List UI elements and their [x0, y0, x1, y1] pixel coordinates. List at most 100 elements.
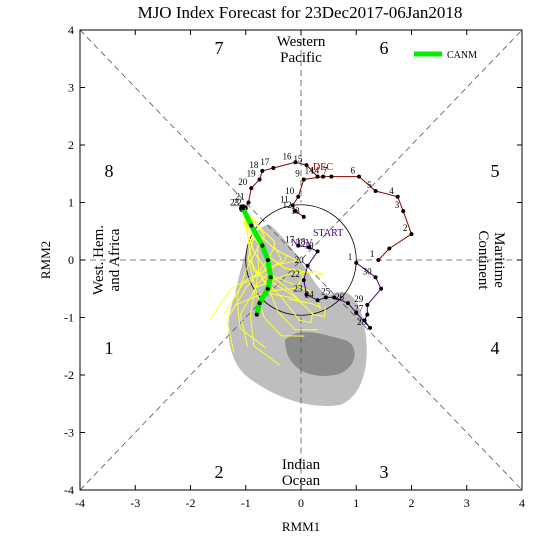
observed-nov-day-label: 20	[295, 255, 305, 265]
ensemble-mean-point	[260, 243, 265, 248]
observed-nov-day-label: 18	[296, 236, 306, 246]
observed-nov-point	[323, 295, 328, 300]
observed-nov-point	[354, 260, 359, 265]
observed-dec-day-label: 4	[389, 186, 394, 196]
observed-dec-upper-point	[260, 168, 265, 173]
observed-dec-point	[301, 177, 306, 182]
observed-nov-day-label: 17	[285, 235, 295, 245]
observed-nov-day-label: 29	[354, 294, 364, 304]
observed-dec-point	[395, 194, 400, 199]
observed-dec-point	[376, 258, 381, 262]
observed-dec-upper-line	[243, 161, 318, 209]
observed-nov-point	[379, 286, 384, 291]
observed-dec-point	[301, 214, 306, 219]
ensemble-member-line	[242, 208, 302, 303]
observed-nov-day-label: 25	[321, 286, 331, 296]
observed-dec-point	[329, 174, 334, 179]
y-tick-label: 3	[68, 81, 74, 95]
observed-dec-point	[409, 232, 414, 237]
observed-nov-point	[354, 310, 359, 315]
phase-1-label: 1	[105, 338, 114, 358]
observed-nov-day-label: 23	[294, 284, 304, 294]
month-annotations: DEC NOV START	[291, 162, 343, 249]
observed-dec-day-label: 10	[285, 186, 295, 196]
observed-dec-day-label: 12	[282, 200, 291, 210]
legend: CANM	[414, 50, 477, 61]
observed-dec-point	[387, 246, 392, 251]
observed-dec-upper-day-label: 15	[294, 154, 304, 164]
observed-nov-line	[298, 245, 382, 329]
spread-inner	[285, 332, 355, 376]
x-tick-label: 0	[298, 496, 304, 510]
observed-dec-day-label: 5	[367, 180, 372, 190]
observed-dec-point	[373, 189, 378, 193]
observed-nov-point	[368, 325, 373, 330]
observed-dec-upper-day-label: 16	[282, 151, 292, 161]
observed-dec-upper-point	[293, 160, 298, 165]
observed-dec-upper-day-label: 18	[249, 160, 259, 170]
observed-dec-upper-day-label: 17	[260, 157, 270, 167]
ensemble-mean-point	[240, 206, 245, 211]
observed-dec-point	[321, 174, 326, 179]
ensemble-mean-track	[240, 206, 274, 317]
ensemble-mean-point	[265, 258, 270, 262]
ensemble-mean-point	[249, 223, 254, 228]
observed-dec-day-label: 14	[310, 166, 320, 176]
ensemble-mean-point	[254, 312, 259, 317]
observed-dec-upper-day-label: 21	[236, 192, 245, 202]
observed-dec-point	[401, 209, 406, 214]
phase-2-label: 2	[215, 462, 224, 482]
ensemble-mean-point	[265, 286, 270, 291]
observed-dec-day-label: 1	[370, 249, 375, 259]
observed-nov-point	[365, 312, 370, 317]
region-top-line1: Western	[277, 34, 326, 50]
observed-nov-point	[315, 298, 320, 303]
annotation-dec: DEC	[313, 162, 333, 173]
observed-dec-day-label: 9	[295, 169, 300, 179]
phase-3-label: 3	[380, 462, 389, 482]
ensemble-member-line	[242, 207, 280, 366]
phase-6-label: 6	[380, 38, 389, 58]
y-axis-label: RMM2	[38, 241, 53, 279]
observed-dec-upper-point	[257, 177, 262, 182]
observed-dec-point	[296, 194, 301, 199]
ensemble-mean-point	[257, 301, 262, 306]
observed-dec-day-label: 6	[351, 166, 356, 176]
observed-dec-upper-point	[315, 174, 320, 179]
region-right-line2: Continent	[475, 230, 491, 290]
y-tick-label: 2	[68, 138, 74, 152]
x-tick-label: -1	[241, 496, 251, 510]
observed-dec-day-label: 7	[323, 166, 328, 176]
observed-nov-point	[345, 301, 350, 306]
phase-5-label: 5	[491, 161, 500, 181]
y-tick-label: 4	[68, 23, 74, 37]
observed-dec-upper-point	[246, 200, 251, 205]
region-left-line2: and Africa	[107, 228, 123, 291]
region-labels: Western Pacific Indian Ocean Maritime Co…	[91, 34, 507, 489]
observed-nov-day-label: 26	[335, 292, 345, 302]
diagonal-line	[79, 29, 523, 491]
phase-labels: 7 6 8 5 1 4 2 3	[105, 38, 500, 482]
x-tick-label: -4	[75, 496, 85, 510]
observed-dec-upper-point	[271, 166, 276, 170]
observed-dec-upper-day-label: 23	[230, 197, 240, 207]
annotation-start: START	[313, 228, 343, 239]
phase-4-label: 4	[491, 338, 500, 358]
observed-dec-upper-day-label: 14	[305, 166, 315, 176]
ensemble-mean-line	[240, 207, 274, 316]
observed-dec-day-label: 3	[395, 200, 400, 210]
x-tick-label: 2	[409, 496, 415, 510]
diagonal-line	[79, 29, 523, 491]
y-tick-label: 1	[68, 196, 74, 210]
observed-dec-upper-day-label: 20	[238, 177, 248, 187]
observed-nov-day-label: 27	[354, 304, 364, 314]
x-tick-label: 3	[464, 496, 470, 510]
observed-nov-day-label: 1	[348, 252, 353, 262]
region-right-line1: Maritime	[491, 232, 507, 288]
observed-dec-point	[357, 174, 362, 179]
x-tick-label: -2	[186, 496, 196, 510]
y-tick-label: -3	[64, 426, 74, 440]
observed-dec-day-label: 11	[280, 194, 289, 204]
observed-nov-point	[365, 302, 370, 307]
y-tick-label: 0	[68, 253, 74, 267]
